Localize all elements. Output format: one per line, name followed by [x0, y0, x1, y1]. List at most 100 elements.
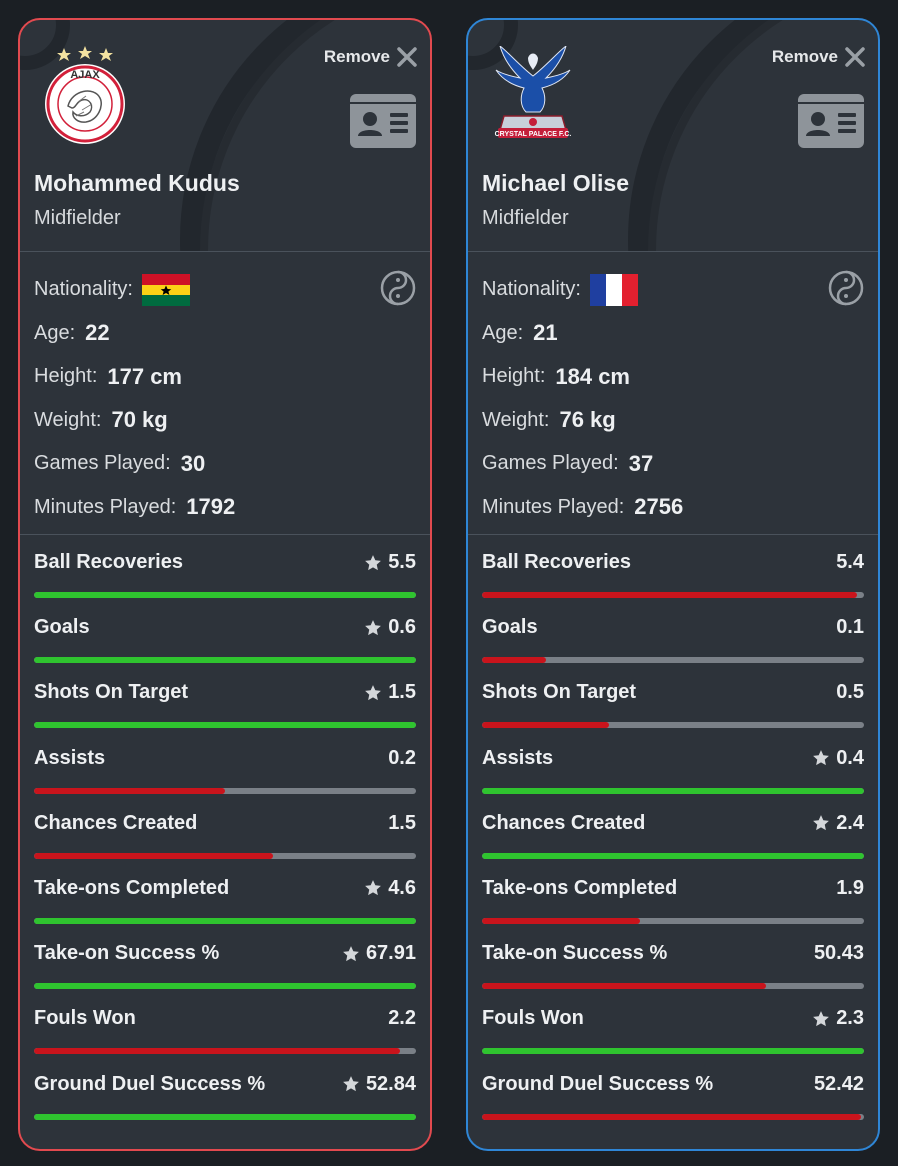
stat-value: 0.6 [388, 616, 416, 639]
star-icon [365, 619, 382, 635]
stat-head: Goals 0.6 [34, 616, 416, 639]
star-icon [813, 815, 830, 831]
star-icon [813, 1010, 830, 1026]
games-played-row: Games Played: 30 [34, 442, 416, 486]
stat-row: Shots On Target 1.5 [34, 665, 416, 730]
stat-bar-fill [34, 722, 416, 729]
stat-value: 2.2 [388, 1007, 416, 1030]
remove-button[interactable]: Remove [772, 46, 866, 68]
card-header: CRYSTAL PALACE F.C. Remove Michael Olise… [468, 20, 878, 252]
stat-value: 0.4 [836, 746, 864, 769]
ghana-flag-icon [141, 273, 190, 306]
stat-bar [482, 787, 864, 794]
stat-value-group: 52.42 [814, 1073, 864, 1096]
height-label: Height: [34, 365, 98, 388]
stat-row: Goals 0.1 [482, 600, 864, 665]
stat-bar-fill [34, 592, 416, 598]
card-header: AJAX Remove Mohammed Kudus Midfielder [20, 20, 430, 252]
games-played-label: Games Played: [34, 452, 171, 475]
id-card-icon[interactable] [350, 94, 416, 148]
stat-value-group: 67.91 [342, 942, 416, 965]
height-label: Height: [482, 365, 546, 388]
remove-button[interactable]: Remove [324, 46, 418, 68]
stat-bar [482, 917, 864, 924]
age-value: 22 [85, 320, 110, 346]
stat-bar [34, 852, 416, 859]
stat-bar-fill [482, 983, 766, 990]
stat-bar [34, 787, 416, 794]
stat-row: Chances Created 2.4 [482, 796, 864, 861]
stat-row: Shots On Target 0.5 [482, 665, 864, 730]
weight-row: Weight: 76 kg [482, 399, 864, 443]
games-played-row: Games Played: 37 [482, 442, 864, 486]
stat-value-group: 0.5 [836, 681, 864, 704]
minutes-played-label: Minutes Played: [34, 495, 177, 518]
stat-row: Assists 0.4 [482, 731, 864, 796]
stat-label: Ball Recoveries [482, 551, 631, 573]
stat-head: Take-on Success % 50.43 [482, 942, 864, 965]
yin-yang-icon[interactable] [828, 270, 864, 306]
stat-label: Take-on Success % [34, 942, 220, 965]
stat-row: Goals 0.6 [34, 600, 416, 665]
yin-yang-icon[interactable] [380, 270, 416, 306]
stat-bar-fill [34, 787, 225, 794]
stat-bar [34, 722, 416, 729]
star-icon [343, 1076, 359, 1092]
stat-head: Chances Created 1.5 [34, 812, 416, 835]
minutes-played-label: Minutes Played: [482, 495, 625, 518]
height-value: 184 cm [555, 363, 630, 389]
player-card-olise: CRYSTAL PALACE F.C. Remove Michael Olise… [466, 18, 880, 1151]
remove-label: Remove [771, 47, 838, 66]
nationality-label: Nationality: [482, 278, 581, 301]
stat-value-group: 2.4 [812, 812, 864, 835]
age-value: 21 [533, 320, 558, 346]
stat-bar [482, 983, 864, 990]
stat-value-group: 2.2 [388, 1007, 416, 1030]
minutes-played-value: 1792 [186, 494, 236, 520]
stat-value-group: 1.9 [836, 877, 864, 900]
stat-bar [482, 657, 864, 664]
stat-label: Take-on Success % [482, 942, 668, 965]
id-card-icon[interactable] [798, 94, 864, 148]
weight-value: 70 kg [111, 407, 168, 433]
stat-bar [482, 722, 864, 729]
stat-head: Ball Recoveries 5.4 [482, 551, 864, 574]
stat-label: Take-ons Completed [482, 876, 678, 899]
stat-label: Take-ons Completed [34, 876, 230, 899]
games-played-value: 37 [628, 450, 654, 476]
minutes-played-row: Minutes Played: 1792 [34, 486, 416, 530]
star-icon [365, 880, 382, 896]
stat-label: Ground Duel Success % [482, 1072, 714, 1095]
stat-bar [34, 983, 416, 990]
stat-value: 2.4 [836, 811, 864, 834]
stat-head: Shots On Target 0.5 [482, 681, 864, 704]
star-icon [343, 945, 359, 961]
player-info: Nationality: Age: 22 Height: 177 cm Weig… [20, 252, 430, 535]
star-icon [813, 750, 830, 766]
stat-row: Take-ons Completed 1.9 [482, 861, 864, 926]
minutes-played-row: Minutes Played: 2756 [482, 486, 864, 530]
stat-value: 0.2 [388, 746, 416, 769]
stat-value: 52.84 [365, 1072, 416, 1095]
france-flag-icon [589, 273, 638, 306]
stat-row: Ground Duel Success % 52.42 [482, 1057, 864, 1122]
stat-bar [482, 852, 864, 859]
player-name: Michael Olise [482, 170, 630, 196]
height-value: 177 cm [107, 363, 182, 389]
stat-row: Assists 0.2 [34, 731, 416, 796]
stat-label: Chances Created [34, 811, 198, 834]
stat-value-group: 52.84 [342, 1073, 416, 1096]
stat-bar [34, 1113, 416, 1120]
stat-value-group: 2.3 [812, 1007, 864, 1030]
stat-bar-fill [34, 1048, 400, 1055]
stat-row: Take-on Success % 50.43 [482, 926, 864, 991]
stat-head: Ball Recoveries 5.5 [34, 551, 416, 574]
stat-value: 4.6 [388, 876, 416, 899]
games-played-value: 30 [180, 450, 206, 476]
close-icon [845, 47, 865, 67]
stat-value-group: 0.1 [836, 616, 864, 639]
nationality-label: Nationality: [34, 278, 133, 301]
weight-label: Weight: [482, 408, 550, 431]
player-position: Midfielder [34, 207, 121, 229]
stat-value: 1.5 [388, 811, 416, 834]
